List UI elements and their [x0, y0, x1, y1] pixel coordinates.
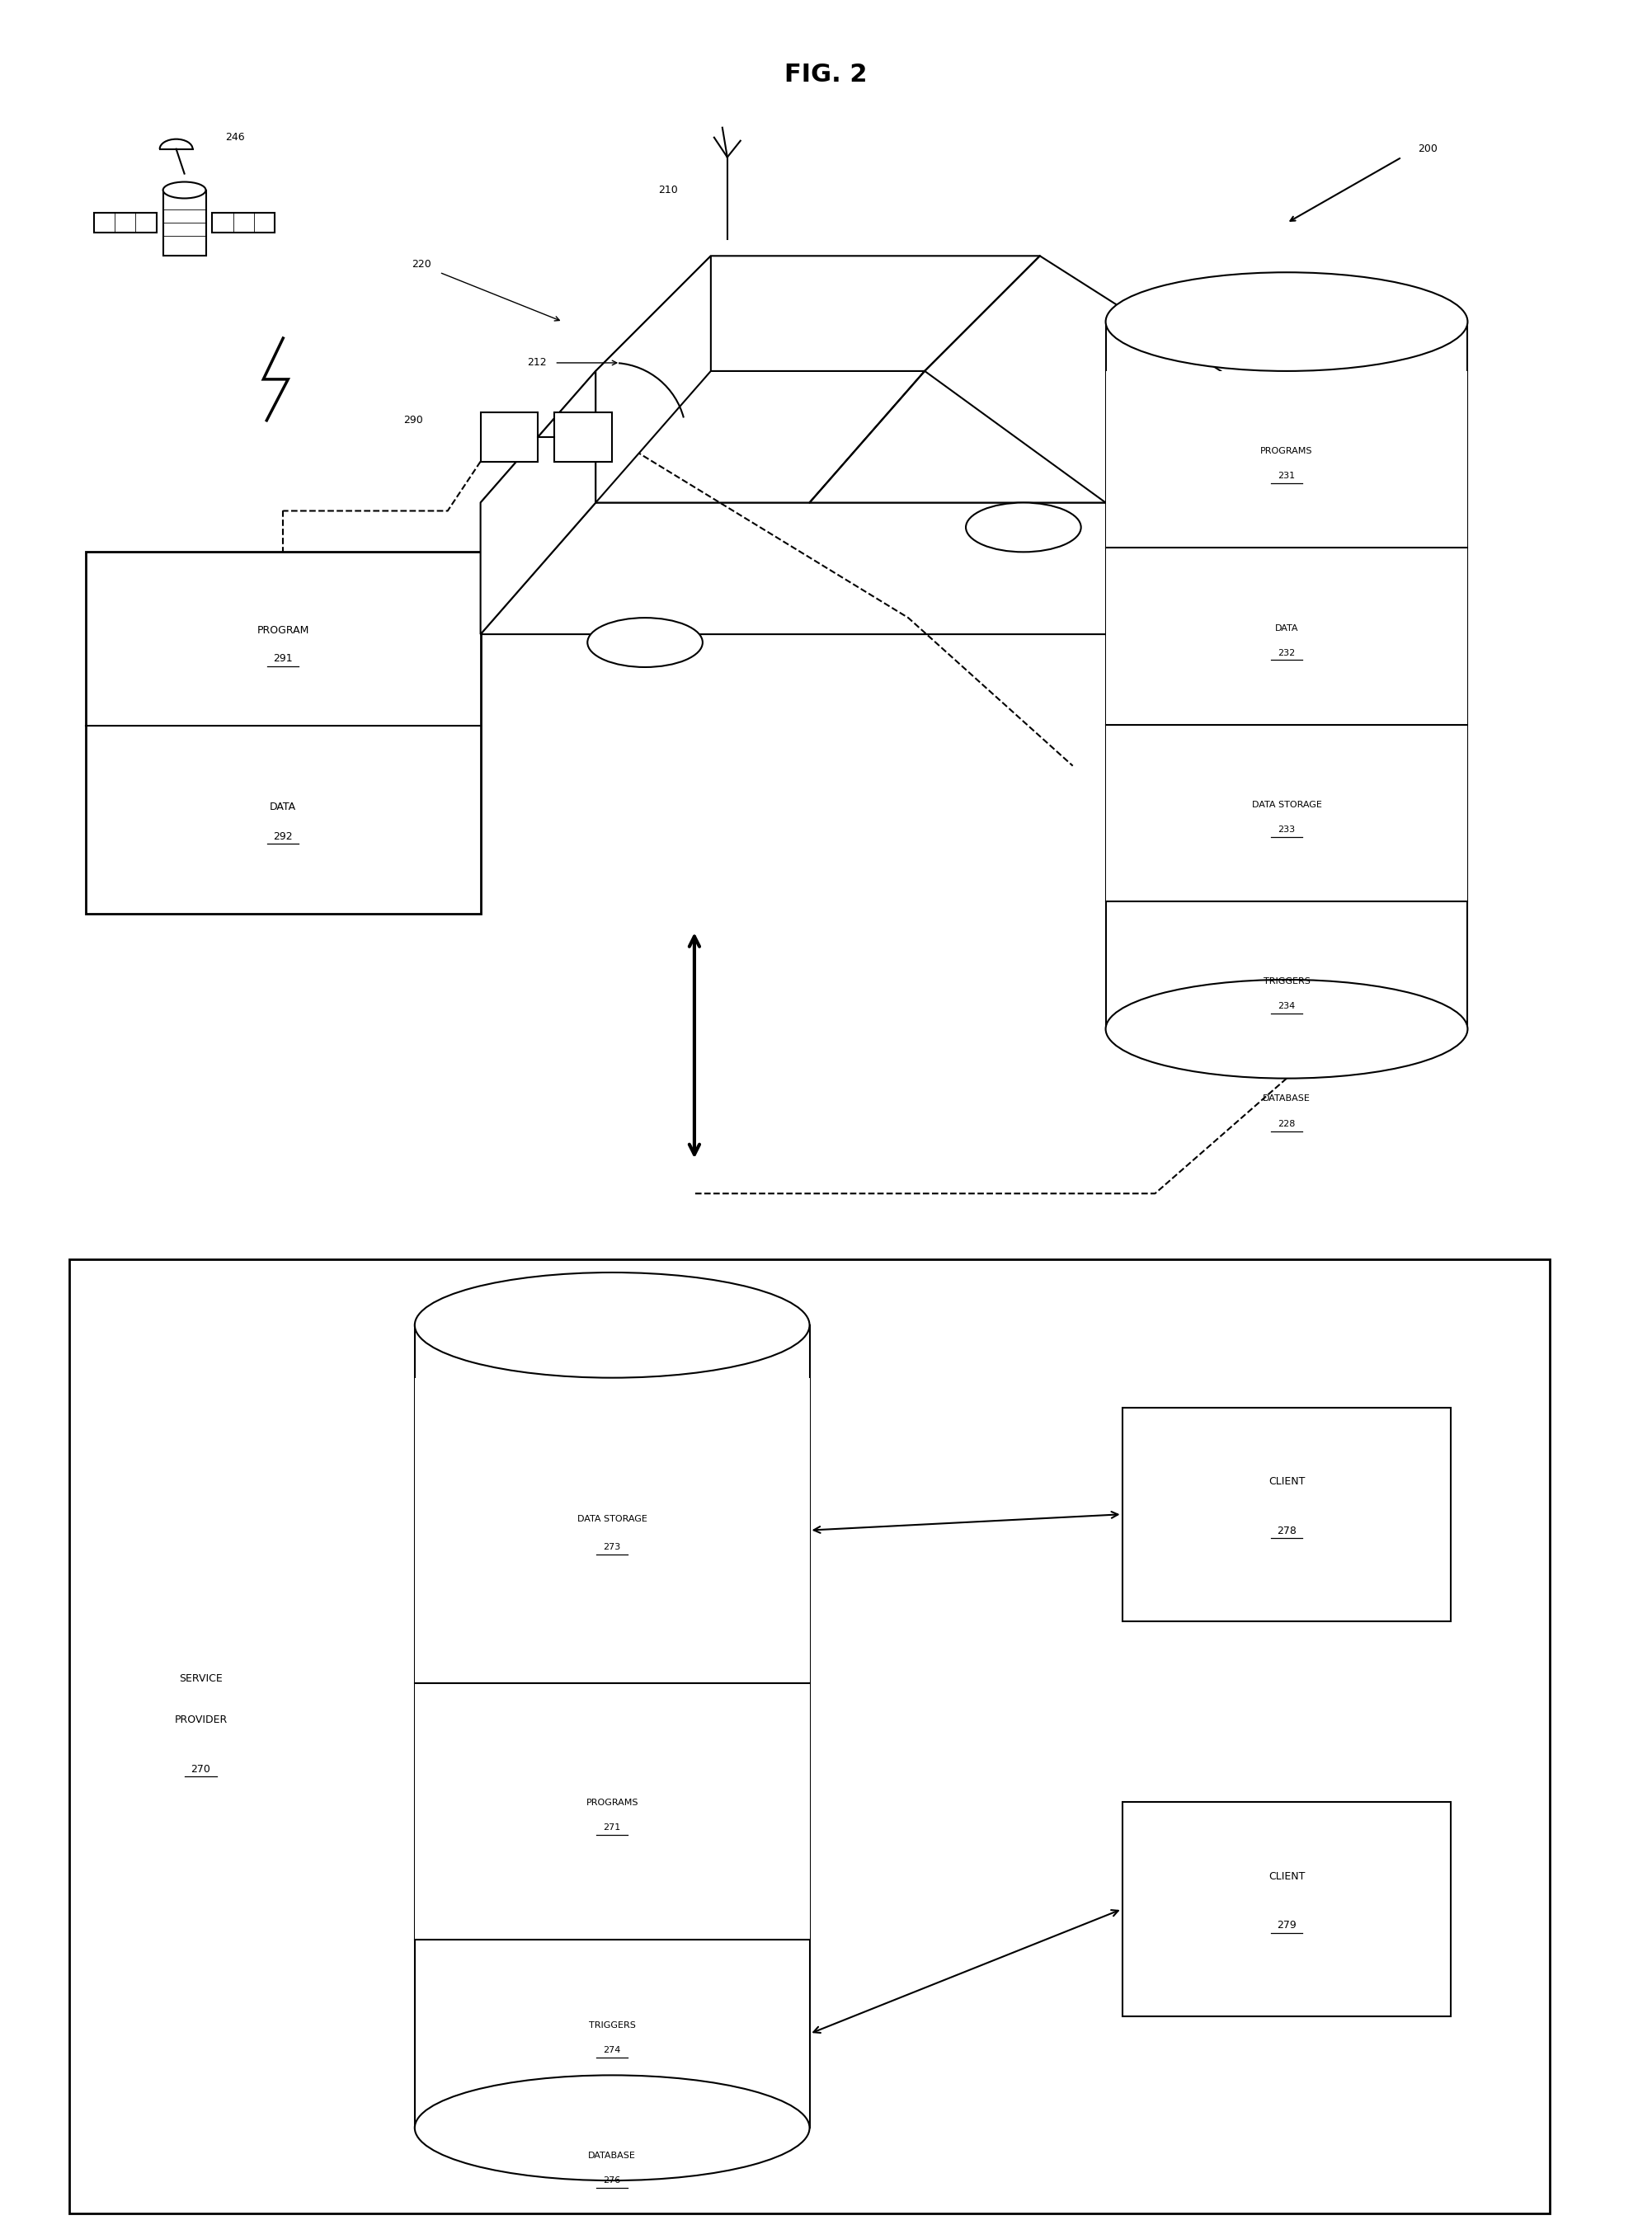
Ellipse shape — [1105, 273, 1467, 372]
Bar — [1105, 322, 1467, 1030]
Bar — [69, 1258, 1550, 2214]
Text: DATABASE: DATABASE — [588, 2152, 636, 2161]
Text: 228: 228 — [1277, 1120, 1295, 1128]
Polygon shape — [809, 372, 1221, 502]
Polygon shape — [925, 255, 1221, 502]
Text: 231: 231 — [1279, 472, 1295, 479]
Text: 290: 290 — [403, 414, 423, 425]
Polygon shape — [481, 502, 1221, 634]
Bar — [1122, 1802, 1450, 2015]
Text: 270: 270 — [192, 1764, 211, 1776]
Text: DATA STORAGE: DATA STORAGE — [577, 1514, 648, 1523]
Bar — [1105, 549, 1467, 725]
Text: 274: 274 — [603, 2046, 621, 2055]
Bar — [415, 1684, 809, 1939]
Bar — [1105, 725, 1467, 902]
Bar — [164, 190, 206, 255]
Text: 278: 278 — [1277, 1525, 1297, 1536]
Bar — [415, 1377, 809, 1684]
Text: TRIGGERS: TRIGGERS — [1264, 978, 1310, 985]
Text: 220: 220 — [411, 260, 431, 269]
Text: 234: 234 — [1279, 1003, 1295, 1010]
Ellipse shape — [966, 502, 1080, 553]
Text: 246: 246 — [226, 132, 244, 143]
Bar — [86, 553, 481, 914]
Ellipse shape — [415, 2076, 809, 2181]
Text: 271: 271 — [603, 1823, 621, 1832]
Text: DATA: DATA — [269, 802, 296, 813]
Bar — [1105, 372, 1467, 549]
Text: CLIENT: CLIENT — [1269, 1476, 1305, 1487]
Text: PROGRAM: PROGRAM — [258, 625, 309, 636]
Ellipse shape — [415, 1272, 809, 1377]
Text: 279: 279 — [1277, 1921, 1297, 1930]
Text: PROVIDER: PROVIDER — [175, 1715, 228, 1726]
Text: 212: 212 — [527, 358, 547, 367]
Bar — [213, 213, 274, 233]
Text: FIG. 2: FIG. 2 — [785, 63, 867, 87]
Text: PROGRAMS: PROGRAMS — [586, 1798, 638, 1807]
Ellipse shape — [588, 618, 702, 667]
Bar — [94, 213, 157, 233]
Polygon shape — [481, 372, 596, 634]
Text: 292: 292 — [273, 831, 292, 842]
Text: DATABASE: DATABASE — [1262, 1095, 1310, 1102]
Polygon shape — [481, 372, 925, 502]
Bar — [555, 412, 613, 461]
Text: 276: 276 — [603, 2176, 621, 2185]
Text: 273: 273 — [603, 1543, 621, 1552]
Text: DATA: DATA — [1275, 625, 1298, 631]
Ellipse shape — [1105, 981, 1467, 1079]
Polygon shape — [596, 255, 710, 502]
Text: 210: 210 — [659, 186, 677, 195]
Text: 291: 291 — [273, 654, 292, 665]
Ellipse shape — [164, 181, 206, 199]
Text: DATA STORAGE: DATA STORAGE — [1252, 802, 1322, 808]
Text: 232: 232 — [1279, 649, 1295, 656]
Text: PROGRAMS: PROGRAMS — [1260, 448, 1313, 455]
Text: TRIGGERS: TRIGGERS — [588, 2022, 636, 2031]
Text: SERVICE: SERVICE — [178, 1673, 223, 1684]
Text: 233: 233 — [1279, 826, 1295, 833]
Text: 200: 200 — [1419, 143, 1437, 154]
Polygon shape — [596, 255, 1039, 372]
Text: CLIENT: CLIENT — [1269, 1872, 1305, 1881]
Bar — [481, 412, 539, 461]
Bar — [1122, 1408, 1450, 1621]
Bar — [415, 1325, 809, 2127]
